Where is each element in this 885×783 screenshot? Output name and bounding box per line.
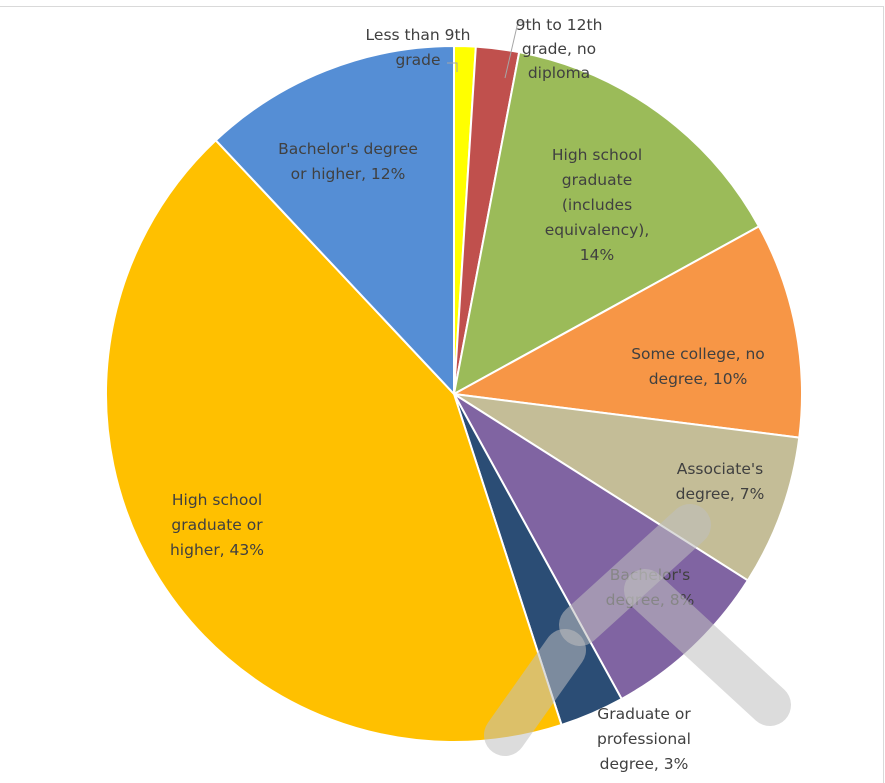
data-label-1: Less than 9th grade bbox=[366, 26, 471, 69]
pie-slice-4 bbox=[450, 224, 803, 439]
leader-line-1 bbox=[447, 62, 458, 72]
data-label-7: Graduate or professional degree, 3% bbox=[597, 705, 691, 773]
pie-slice-8 bbox=[105, 138, 563, 743]
data-label-8: High school graduate or higher, 43% bbox=[170, 491, 264, 559]
pie-slice-9 bbox=[214, 44, 455, 397]
leader-line-2 bbox=[504, 21, 528, 79]
data-label-5: Associate's degree, 7% bbox=[676, 460, 765, 503]
watermark-mark bbox=[484, 504, 791, 756]
chart-frame bbox=[0, 6, 884, 783]
pie-slice-3 bbox=[452, 50, 761, 396]
data-label-2: 9th to 12th grade, no diploma bbox=[516, 16, 603, 82]
data-label-4: Some college, no degree, 10% bbox=[631, 345, 765, 388]
data-label-3: High school graduate (includes equivalency)… bbox=[545, 146, 650, 264]
data-label-9: Bachelor's degree or higher, 12% bbox=[278, 140, 418, 183]
pie-slice-5 bbox=[453, 393, 801, 582]
